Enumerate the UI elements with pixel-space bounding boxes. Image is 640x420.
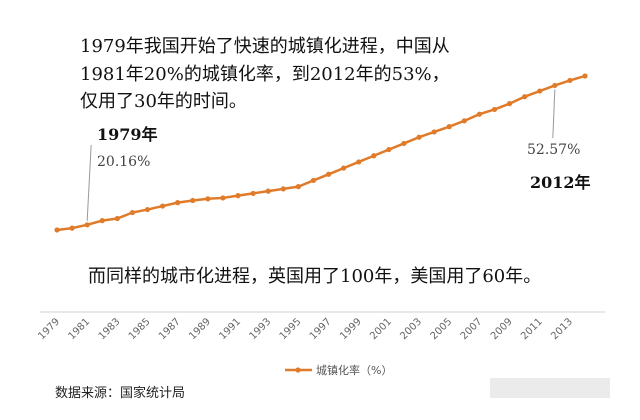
note: 而同样的城市化进程，英国用了100年，美国用了60年。 xyxy=(88,266,541,287)
marker xyxy=(506,101,513,107)
marker xyxy=(386,146,392,153)
annotation-label: 20.16% xyxy=(97,154,150,170)
headline: 1979年我国开始了快速的城镇化进程，中国从 xyxy=(80,36,450,57)
marker xyxy=(129,209,136,216)
marker xyxy=(84,222,90,228)
marker xyxy=(371,153,377,159)
annotation-year: 1979年 xyxy=(97,125,158,144)
annotation-year: 2012年 xyxy=(530,173,591,192)
marker xyxy=(401,140,407,147)
marker xyxy=(280,186,286,192)
source: 数据来源：国家统计局 xyxy=(55,385,185,401)
marker xyxy=(356,159,362,165)
marker xyxy=(175,200,181,206)
marker xyxy=(446,124,452,130)
marker xyxy=(491,106,498,113)
marker xyxy=(265,188,271,194)
marker xyxy=(295,184,301,190)
marker xyxy=(69,225,75,231)
annotation-line xyxy=(86,144,92,221)
marker xyxy=(54,227,60,233)
marker xyxy=(325,171,332,177)
annotation-line xyxy=(552,89,556,139)
marker xyxy=(582,73,588,79)
headline: 仅用了30年的时间。 xyxy=(80,91,247,112)
marker xyxy=(235,193,241,199)
marker xyxy=(205,196,211,202)
headline: 1981年20%的城镇化率，到2012年的53%， xyxy=(80,64,450,85)
marker xyxy=(190,197,196,204)
marker xyxy=(310,177,317,184)
marker xyxy=(416,134,422,140)
marker xyxy=(476,111,482,117)
marker xyxy=(250,190,256,197)
marker xyxy=(144,206,151,213)
marker xyxy=(461,118,467,124)
marker xyxy=(522,94,528,100)
marker xyxy=(160,203,166,209)
marker xyxy=(220,195,226,201)
legend-label: 城镇化率（%） xyxy=(316,363,392,377)
marker xyxy=(99,218,105,224)
marker xyxy=(431,129,437,135)
marker xyxy=(114,215,120,222)
marker xyxy=(341,165,347,171)
marker xyxy=(552,82,558,89)
annotation-label: 52.57% xyxy=(527,142,580,158)
marker xyxy=(567,77,573,84)
watermark xyxy=(490,378,610,398)
legend-marker xyxy=(295,367,301,373)
marker xyxy=(537,88,543,94)
